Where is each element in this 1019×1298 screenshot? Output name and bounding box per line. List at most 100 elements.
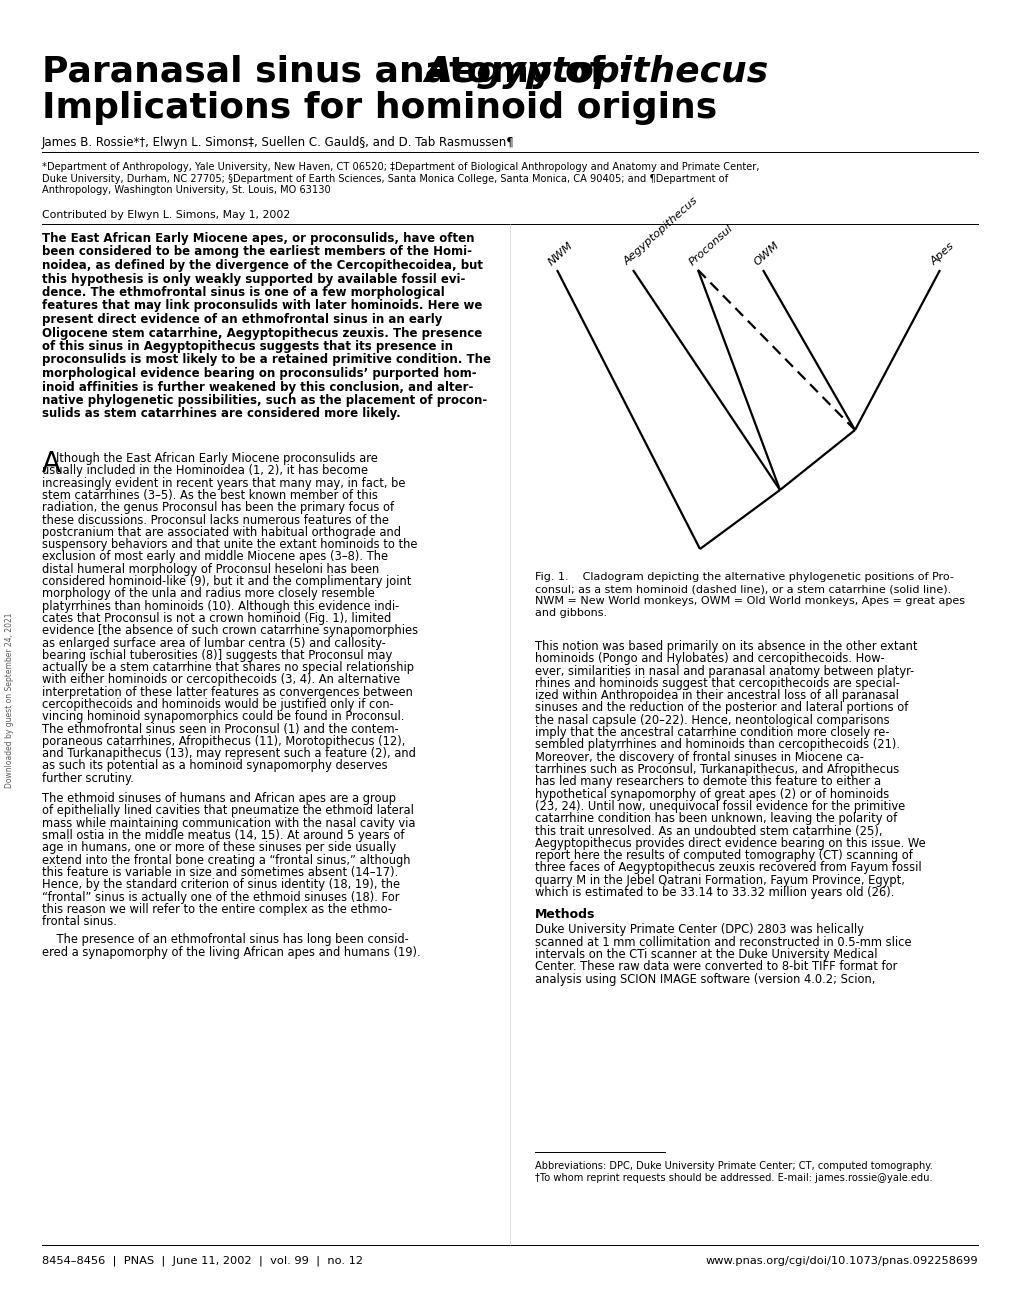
Text: consul; as a stem hominoid (dashed line), or a stem catarrhine (solid line).: consul; as a stem hominoid (dashed line)… [535, 584, 951, 594]
Text: these discussions. Proconsul lacks numerous features of the: these discussions. Proconsul lacks numer… [42, 514, 388, 527]
Text: Moreover, the discovery of frontal sinuses in Miocene ca-: Moreover, the discovery of frontal sinus… [535, 750, 863, 763]
Text: actually be a stem catarrhine that shares no special relationship: actually be a stem catarrhine that share… [42, 661, 414, 674]
Text: proconsulids is most likely to be a retained primitive condition. The: proconsulids is most likely to be a reta… [42, 353, 490, 366]
Text: distal humeral morphology of Proconsul heseloni has been: distal humeral morphology of Proconsul h… [42, 563, 379, 576]
Text: *Department of Anthropology, Yale University, New Haven, CT 06520; ‡Department o: *Department of Anthropology, Yale Univer… [42, 162, 759, 173]
Text: Downloaded by guest on September 24, 2021: Downloaded by guest on September 24, 202… [5, 613, 14, 788]
Text: extend into the frontal bone creating a “frontal sinus,” although: extend into the frontal bone creating a … [42, 854, 410, 867]
Text: bearing ischial tuberosities (8)] suggests that Proconsul may: bearing ischial tuberosities (8)] sugges… [42, 649, 392, 662]
Text: sembled platyrrhines and hominoids than cercopithecoids (21).: sembled platyrrhines and hominoids than … [535, 739, 899, 752]
Text: mass while maintaining communication with the nasal cavity via: mass while maintaining communication wit… [42, 816, 415, 829]
Text: has led many researchers to demote this feature to either a: has led many researchers to demote this … [535, 775, 880, 788]
Text: this reason we will refer to the entire complex as the ethmo-: this reason we will refer to the entire … [42, 903, 391, 916]
Text: as such its potential as a hominoid synapomorphy deserves: as such its potential as a hominoid syna… [42, 759, 387, 772]
Text: Anthropology, Washington University, St. Louis, MO 63130: Anthropology, Washington University, St.… [42, 186, 330, 195]
Text: ized within Anthropoidea in their ancestral loss of all paranasal: ized within Anthropoidea in their ancest… [535, 689, 898, 702]
Text: 8454–8456  |  PNAS  |  June 11, 2002  |  vol. 99  |  no. 12: 8454–8456 | PNAS | June 11, 2002 | vol. … [42, 1256, 363, 1267]
Text: increasingly evident in recent years that many may, in fact, be: increasingly evident in recent years tha… [42, 476, 406, 489]
Text: Paranasal sinus anatomy of: Paranasal sinus anatomy of [42, 55, 618, 90]
Text: Hence, by the standard criterion of sinus identity (18, 19), the: Hence, by the standard criterion of sinu… [42, 879, 399, 892]
Text: intervals on the CTi scanner at the Duke University Medical: intervals on the CTi scanner at the Duke… [535, 948, 876, 961]
Text: Contributed by Elwyn L. Simons, May 1, 2002: Contributed by Elwyn L. Simons, May 1, 2… [42, 210, 290, 219]
Text: dence. The ethmofrontal sinus is one of a few morphological: dence. The ethmofrontal sinus is one of … [42, 286, 444, 299]
Text: present direct evidence of an ethmofrontal sinus in an early: present direct evidence of an ethmofront… [42, 313, 442, 326]
Text: considered hominoid-like (9), but it and the complimentary joint: considered hominoid-like (9), but it and… [42, 575, 411, 588]
Text: Duke University Primate Center (DPC) 2803 was helically: Duke University Primate Center (DPC) 280… [535, 923, 863, 936]
Text: ered a synapomorphy of the living African apes and humans (19).: ered a synapomorphy of the living Africa… [42, 946, 420, 959]
Text: the nasal capsule (20–22). Hence, neontological comparisons: the nasal capsule (20–22). Hence, neonto… [535, 714, 889, 727]
Text: noidea, as defined by the divergence of the Cercopithecoidea, but: noidea, as defined by the divergence of … [42, 260, 483, 273]
Text: Aegyptopithecus: Aegyptopithecus [424, 55, 767, 90]
Text: inoid affinities is further weakened by this conclusion, and alter-: inoid affinities is further weakened by … [42, 380, 473, 393]
Text: sulids as stem catarrhines are considered more likely.: sulids as stem catarrhines are considere… [42, 408, 400, 421]
Text: tarrhines such as Proconsul, Turkanapithecus, and Afropithecus: tarrhines such as Proconsul, Turkanapith… [535, 763, 899, 776]
Text: Center. These raw data were converted to 8-bit TIFF format for: Center. These raw data were converted to… [535, 961, 897, 974]
Text: lthough the East African Early Miocene proconsulids are: lthough the East African Early Miocene p… [56, 452, 377, 465]
Text: rhines and hominoids suggest that cercopithecoids are special-: rhines and hominoids suggest that cercop… [535, 676, 899, 691]
Text: this hypothesis is only weakly supported by available fossil evi-: this hypothesis is only weakly supported… [42, 273, 465, 286]
Text: Methods: Methods [535, 909, 595, 922]
Text: ever, similarities in nasal and paranasal anatomy between platyr-: ever, similarities in nasal and paranasa… [535, 665, 913, 678]
Text: suspensory behaviors and that unite the extant hominoids to the: suspensory behaviors and that unite the … [42, 539, 417, 552]
Text: †To whom reprint requests should be addressed. E-mail: james.rossie@yale.edu.: †To whom reprint requests should be addr… [535, 1173, 931, 1182]
Text: The presence of an ethmofrontal sinus has long been consid-: The presence of an ethmofrontal sinus ha… [42, 933, 409, 946]
Text: Implications for hominoid origins: Implications for hominoid origins [42, 91, 716, 125]
Text: :: : [616, 55, 631, 90]
Text: radiation, the genus Proconsul has been the primary focus of: radiation, the genus Proconsul has been … [42, 501, 393, 514]
Text: native phylogenetic possibilities, such as the placement of procon-: native phylogenetic possibilities, such … [42, 395, 487, 408]
Text: platyrrhines than hominoids (10). Although this evidence indi-: platyrrhines than hominoids (10). Althou… [42, 600, 398, 613]
Text: vincing hominoid synapomorphics could be found in Proconsul.: vincing hominoid synapomorphics could be… [42, 710, 404, 723]
Text: scanned at 1 mm collimitation and reconstructed in 0.5-mm slice: scanned at 1 mm collimitation and recons… [535, 936, 911, 949]
Text: catarrhine condition has been unknown, leaving the polarity of: catarrhine condition has been unknown, l… [535, 813, 897, 826]
Text: NWM = New World monkeys, OWM = Old World monkeys, Apes = great apes: NWM = New World monkeys, OWM = Old World… [535, 596, 964, 606]
Text: Abbreviations: DPC, Duke University Primate Center; CT, computed tomography.: Abbreviations: DPC, Duke University Prim… [535, 1160, 932, 1171]
Text: hypothetical synapomorphy of great apes (2) or of hominoids: hypothetical synapomorphy of great apes … [535, 788, 889, 801]
Text: Oligocene stem catarrhine, Aegyptopithecus zeuxis. The presence: Oligocene stem catarrhine, Aegyptopithec… [42, 327, 482, 340]
Text: cercopithecoids and hominoids would be justified only if con-: cercopithecoids and hominoids would be j… [42, 698, 393, 711]
Text: NWM: NWM [546, 240, 575, 267]
Text: further scrutiny.: further scrutiny. [42, 772, 133, 785]
Text: poraneous catarrhines, Afropithecus (11), Morotopithecus (12),: poraneous catarrhines, Afropithecus (11)… [42, 735, 405, 748]
Text: frontal sinus.: frontal sinus. [42, 915, 117, 928]
Text: this feature is variable in size and sometimes absent (14–17).: this feature is variable in size and som… [42, 866, 397, 879]
Text: and Turkanapithecus (13), may represent such a feature (2), and: and Turkanapithecus (13), may represent … [42, 748, 416, 761]
Text: which is estimated to be 33.14 to 33.32 million years old (26).: which is estimated to be 33.14 to 33.32 … [535, 887, 894, 900]
Text: Aegyptopithecus: Aegyptopithecus [622, 195, 700, 267]
Text: Aegyptopithecus provides direct evidence bearing on this issue. We: Aegyptopithecus provides direct evidence… [535, 837, 925, 850]
Text: www.pnas.org/cgi/doi/10.1073/pnas.092258699: www.pnas.org/cgi/doi/10.1073/pnas.092258… [705, 1256, 977, 1266]
Text: This notion was based primarily on its absence in the other extant: This notion was based primarily on its a… [535, 640, 917, 653]
Text: The ethmoid sinuses of humans and African apes are a group: The ethmoid sinuses of humans and Africa… [42, 792, 395, 805]
Text: this trait unresolved. As an undoubted stem catarrhine (25),: this trait unresolved. As an undoubted s… [535, 824, 881, 837]
Text: cates that Proconsul is not a crown hominoid (Fig. 1), limited: cates that Proconsul is not a crown homi… [42, 611, 391, 624]
Text: hominoids (Pongo and Hylobates) and cercopithecoids. How-: hominoids (Pongo and Hylobates) and cerc… [535, 653, 883, 666]
Text: three faces of Aegyptopithecus zeuxis recovered from Fayum fossil: three faces of Aegyptopithecus zeuxis re… [535, 862, 921, 875]
Text: exclusion of most early and middle Miocene apes (3–8). The: exclusion of most early and middle Mioce… [42, 550, 388, 563]
Text: usually included in the Hominoidea (1, 2), it has become: usually included in the Hominoidea (1, 2… [42, 465, 368, 478]
Text: “frontal” sinus is actually one of the ethmoid sinuses (18). For: “frontal” sinus is actually one of the e… [42, 890, 399, 903]
Text: interpretation of these latter features as convergences between: interpretation of these latter features … [42, 685, 413, 698]
Text: of epithelially lined cavities that pneumatize the ethmoid lateral: of epithelially lined cavities that pneu… [42, 805, 414, 818]
Text: stem catarrhines (3–5). As the best known member of this: stem catarrhines (3–5). As the best know… [42, 489, 377, 502]
Text: Duke University, Durham, NC 27705; §Department of Earth Sciences, Santa Monica C: Duke University, Durham, NC 27705; §Depa… [42, 174, 728, 183]
Text: Proconsul: Proconsul [687, 222, 735, 267]
Text: (23, 24). Until now, unequivocal fossil evidence for the primitive: (23, 24). Until now, unequivocal fossil … [535, 800, 905, 813]
Text: evidence [the absence of such crown catarrhine synapomorphies: evidence [the absence of such crown cata… [42, 624, 418, 637]
Text: morphology of the unla and radius more closely resemble: morphology of the unla and radius more c… [42, 587, 375, 600]
Text: with either hominoids or cercopithecoids (3, 4). An alternative: with either hominoids or cercopithecoids… [42, 674, 399, 687]
Text: small ostia in the middle meatus (14, 15). At around 5 years of: small ostia in the middle meatus (14, 15… [42, 829, 405, 842]
Text: age in humans, one or more of these sinuses per side usually: age in humans, one or more of these sinu… [42, 841, 395, 854]
Text: James B. Rossie*†, Elwyn L. Simons‡, Suellen C. Gauld§, and D. Tab Rasmussen¶: James B. Rossie*†, Elwyn L. Simons‡, Sue… [42, 136, 515, 149]
Text: Fig. 1.    Cladogram depicting the alternative phylogenetic positions of Pro-: Fig. 1. Cladogram depicting the alternat… [535, 572, 953, 582]
Text: as enlarged surface area of lumbar centra (5) and callosity-: as enlarged surface area of lumbar centr… [42, 636, 385, 649]
Text: of this sinus in Aegyptopithecus suggests that its presence in: of this sinus in Aegyptopithecus suggest… [42, 340, 452, 353]
Text: morphological evidence bearing on proconsulids’ purported hom-: morphological evidence bearing on procon… [42, 367, 476, 380]
Text: and gibbons.: and gibbons. [535, 607, 606, 618]
Text: The East African Early Miocene apes, or proconsulids, have often: The East African Early Miocene apes, or … [42, 232, 474, 245]
Text: Apes: Apes [928, 241, 956, 267]
Text: quarry M in the Jebel Qatrani Formation, Fayum Province, Egypt,: quarry M in the Jebel Qatrani Formation,… [535, 874, 904, 887]
Text: A: A [42, 450, 61, 478]
Text: OWM: OWM [752, 239, 781, 267]
Text: postcranium that are associated with habitual orthograde and: postcranium that are associated with hab… [42, 526, 400, 539]
Text: report here the results of computed tomography (CT) scanning of: report here the results of computed tomo… [535, 849, 912, 862]
Text: analysis using SCION IMAGE software (version 4.0.2; Scion,: analysis using SCION IMAGE software (ver… [535, 972, 874, 985]
